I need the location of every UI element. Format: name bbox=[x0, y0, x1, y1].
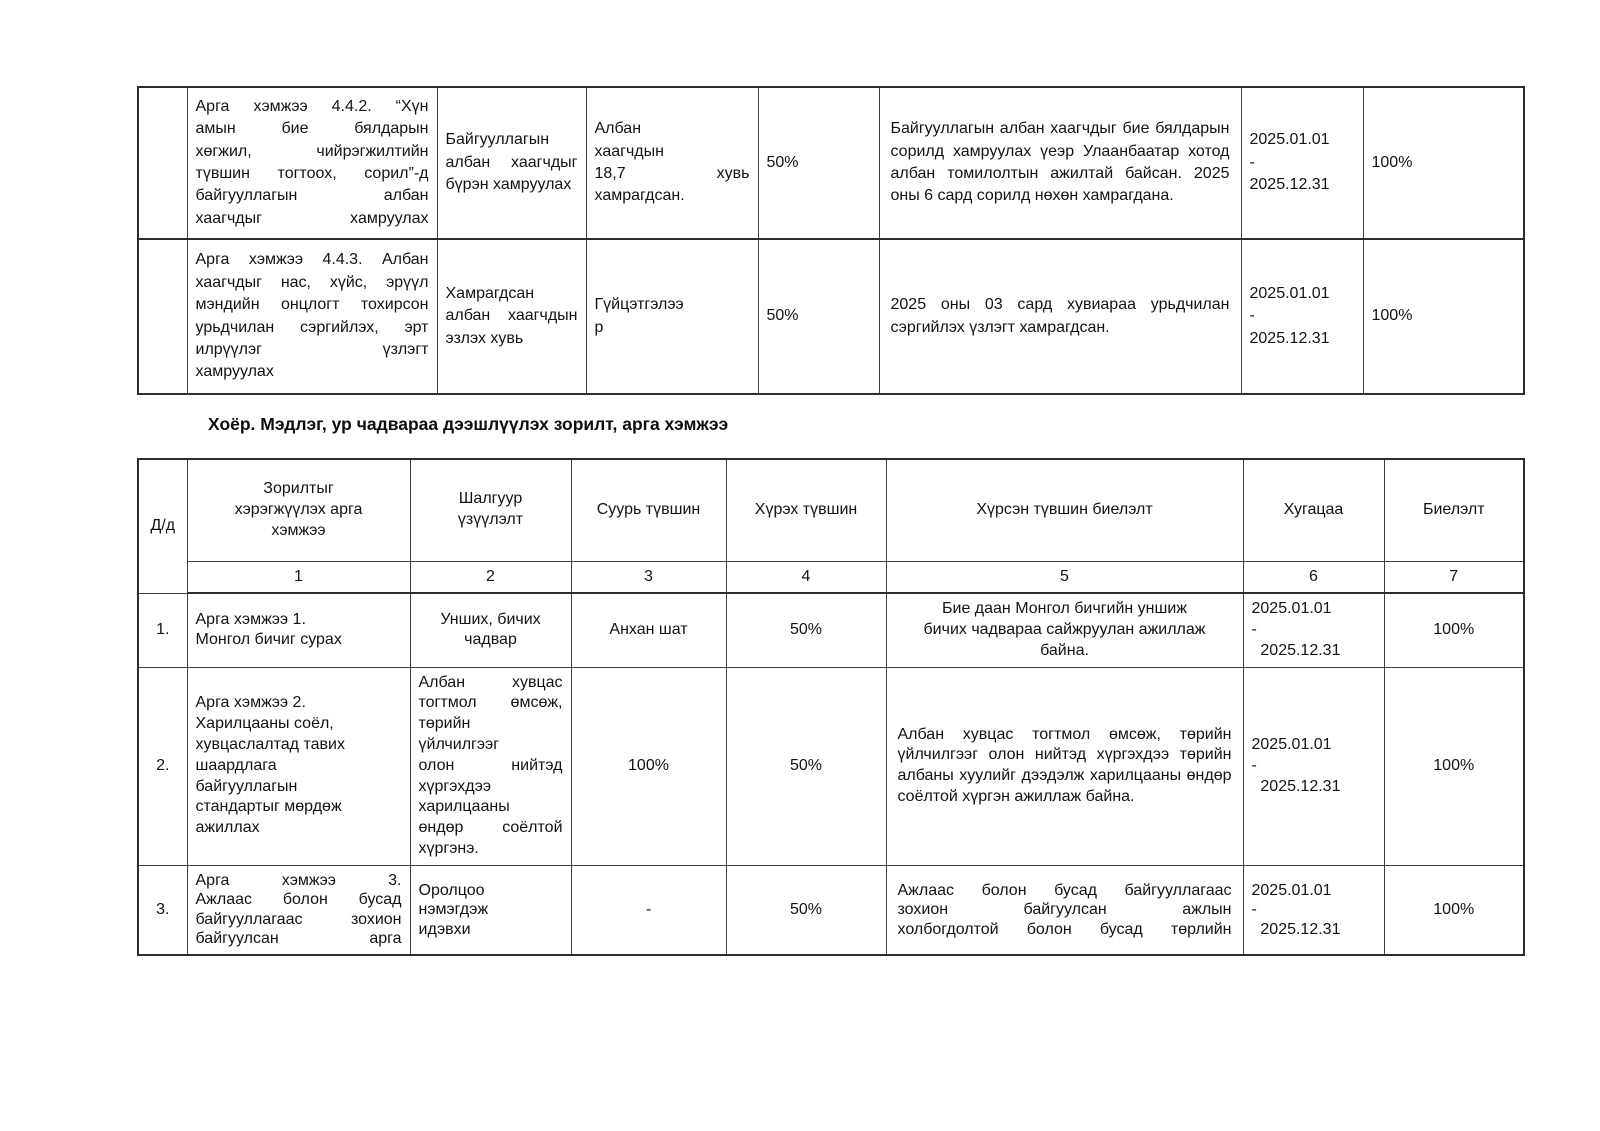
column-number: 1 bbox=[186, 560, 411, 595]
target-level-cell: 50% bbox=[757, 86, 880, 240]
header-indicator: Шалгуур үзүүлэлт bbox=[409, 458, 572, 562]
period-cell: 2025.01.01 - 2025.12.31 bbox=[1242, 864, 1385, 956]
achieved-result-cell: 2025 оны 03 сард хувиараа урьдчилан сэрг… bbox=[878, 238, 1242, 395]
header-base-level: Суурь түвшин bbox=[570, 458, 727, 562]
column-number: 2 bbox=[409, 560, 572, 595]
completion-cell: 100% bbox=[1362, 238, 1525, 395]
indicator-cell: Хамрагдсан албан хаагчдын эзлэх хувь bbox=[436, 238, 587, 395]
header-measure: Зорилтыг хэрэгжүүлэх арга хэмжээ bbox=[186, 458, 411, 562]
column-number: 3 bbox=[570, 560, 727, 595]
target-level-cell: 50% bbox=[725, 666, 887, 866]
row-number-cell: 1. bbox=[137, 592, 188, 668]
column-number: 6 bbox=[1242, 560, 1385, 595]
header-row-number: Д/д bbox=[137, 458, 188, 594]
measure-cell: Арга хэмжээ 2. Харилцааны соёл, хувцасла… bbox=[186, 666, 411, 866]
section-heading: Хоёр. Мэдлэг, ур чадвараа дээшлүүлэх зор… bbox=[208, 414, 729, 434]
header-completion: Биелэлт bbox=[1383, 458, 1525, 562]
row-number-cell: 2. bbox=[137, 666, 188, 866]
header-period: Хугацаа bbox=[1242, 458, 1385, 562]
table-header-row: Д/д Зорилтыг хэрэгжүүлэх арга хэмжээ Шал… bbox=[137, 458, 1525, 594]
knowledge-goals-table: Д/д Зорилтыг хэрэгжүүлэх арга хэмжээ Шал… bbox=[137, 458, 1525, 956]
column-number: 4 bbox=[725, 560, 887, 595]
indicator-cell: Оролцоо нэмэгдэж идэвхи bbox=[409, 864, 572, 956]
header-target-level: Хүрэх түвшин bbox=[725, 458, 887, 562]
column-numbers-row: 1 2 3 4 5 6 7 bbox=[138, 560, 1525, 595]
measure-cell: Арга хэмжээ 4.4.2. “Хүн амын бие бялдары… bbox=[186, 86, 438, 240]
completion-cell: 100% bbox=[1362, 86, 1525, 240]
achieved-result-cell: Байгууллагын албан хаагчдыг бие бялдарын… bbox=[878, 86, 1242, 240]
measure-cell: Арга хэмжээ 3. Ажлаас болон бусад байгуу… bbox=[186, 864, 411, 956]
base-level-cell: 100% bbox=[570, 666, 727, 866]
row-number-cell: 3. bbox=[137, 864, 188, 956]
base-level-cell: - bbox=[570, 864, 727, 956]
completion-cell: 100% bbox=[1383, 592, 1525, 668]
period-cell: 2025.01.01 - 2025.12.31 bbox=[1240, 86, 1364, 240]
table-row: 3. Арга хэмжээ 3. Ажлаас болон бусад бай… bbox=[137, 864, 1525, 956]
table-row: Арга хэмжээ 4.4.2. “Хүн амын бие бялдары… bbox=[137, 86, 1525, 240]
completion-cell: 100% bbox=[1383, 666, 1525, 866]
measure-cell: Арга хэмжээ 1. Монгол бичиг сурах bbox=[186, 592, 411, 668]
base-level-cell: Гүйцэтгэлээ р bbox=[585, 238, 759, 395]
target-level-cell: 50% bbox=[725, 592, 887, 668]
target-level-cell: 50% bbox=[757, 238, 880, 395]
column-number: 7 bbox=[1383, 560, 1525, 595]
row-number-cell bbox=[137, 86, 188, 240]
table-row: 2. Арга хэмжээ 2. Харилцааны соёл, хувца… bbox=[137, 666, 1525, 866]
column-number: 5 bbox=[885, 560, 1244, 595]
indicator-cell: Албан хувцас тогтмол өмсөж, төрийн үйлчи… bbox=[409, 666, 572, 866]
header-achieved-result: Хүрсэн түвшин биелэлт bbox=[885, 458, 1244, 562]
row-number-cell bbox=[137, 238, 188, 395]
measure-cell: Арга хэмжээ 4.4.3. Албан хаагчдыг нас, х… bbox=[186, 238, 438, 395]
indicator-cell: Унших, бичих чадвар bbox=[409, 592, 572, 668]
completion-cell: 100% bbox=[1383, 864, 1525, 956]
table-row: 1. Арга хэмжээ 1. Монгол бичиг сурах Унш… bbox=[137, 592, 1525, 668]
achieved-result-cell: Ажлаас болон бусад байгууллагаас зохион … bbox=[885, 864, 1244, 956]
table-row: Арга хэмжээ 4.4.3. Албан хаагчдыг нас, х… bbox=[137, 238, 1525, 395]
base-level-cell: Анхан шат bbox=[570, 592, 727, 668]
period-cell: 2025.01.01 - 2025.12.31 bbox=[1242, 592, 1385, 668]
achieved-result-cell: Бие даан Монгол бичгийн уншиж бичих чадв… bbox=[885, 592, 1244, 668]
base-level-cell: Албан хаагчдын 18,7 хувь хамрагдсан. bbox=[585, 86, 759, 240]
indicator-cell: Байгууллагын албан хаагчдыг бүрэн хамруу… bbox=[436, 86, 587, 240]
period-cell: 2025.01.01 - 2025.12.31 bbox=[1242, 666, 1385, 866]
continuation-table: Арга хэмжээ 4.4.2. “Хүн амын бие бялдары… bbox=[137, 86, 1525, 395]
period-cell: 2025.01.01 - 2025.12.31 bbox=[1240, 238, 1364, 395]
target-level-cell: 50% bbox=[725, 864, 887, 956]
achieved-result-cell: Албан хувцас тогтмол өмсөж, төрийн үйлчи… bbox=[885, 666, 1244, 866]
